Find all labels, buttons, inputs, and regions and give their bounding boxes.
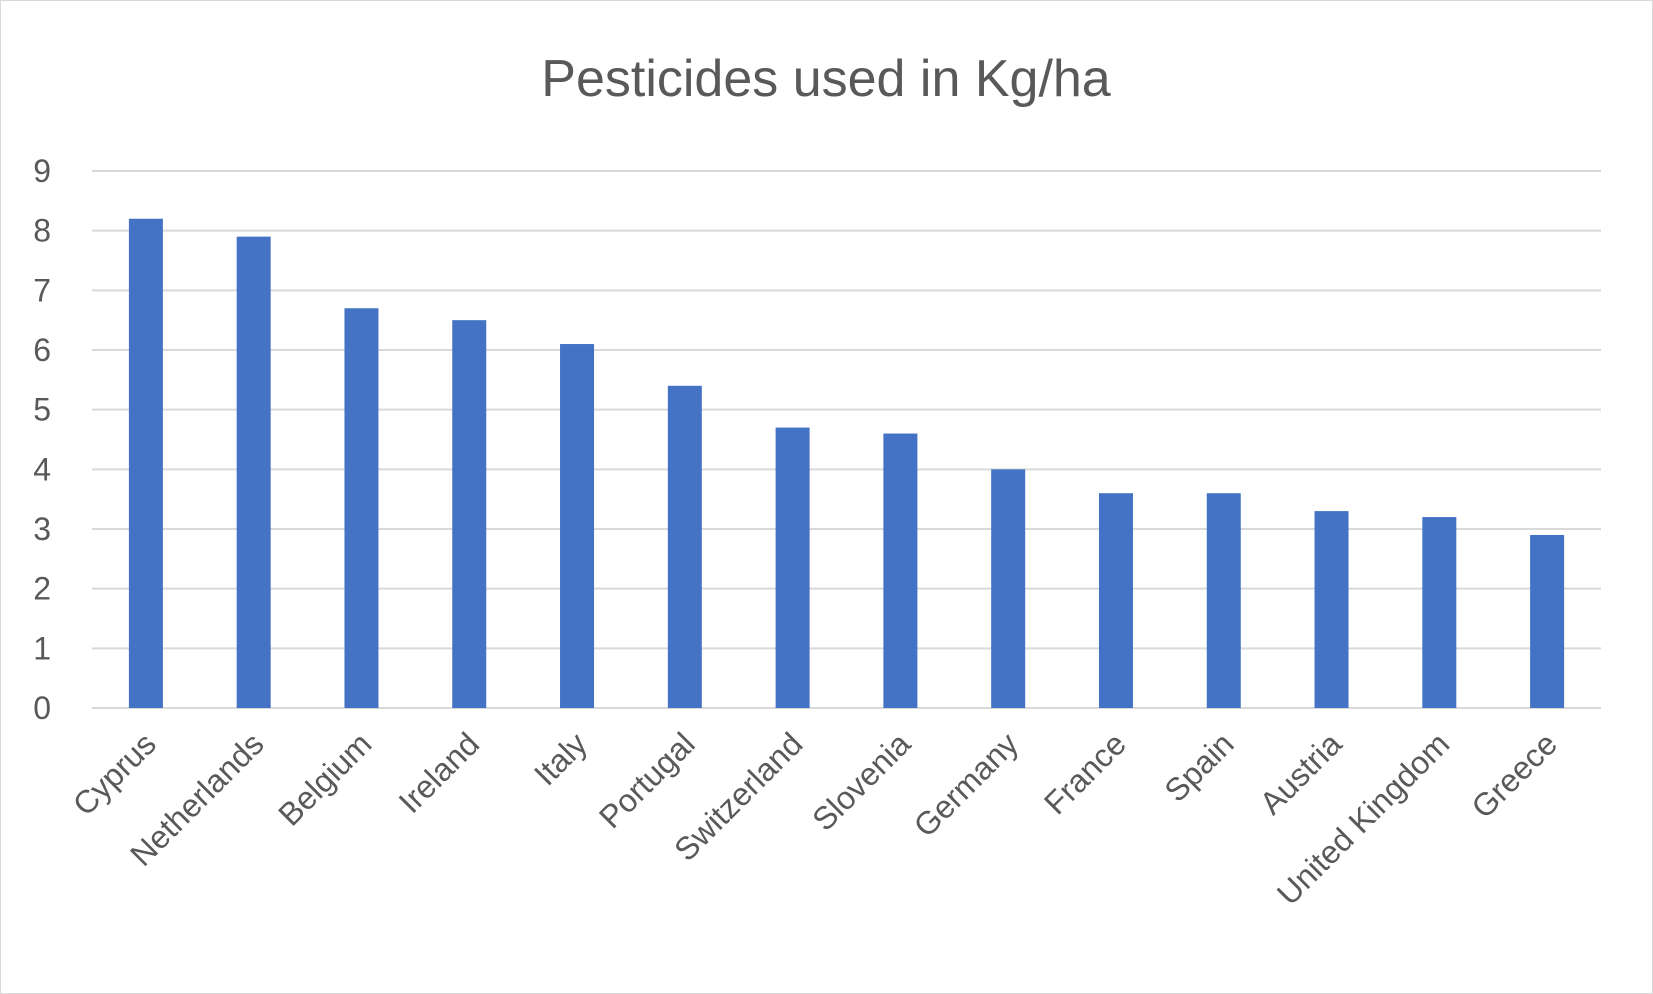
bars [128,218,1565,708]
bar-cyprus [128,218,163,708]
y-tick-label: 8 [33,213,51,249]
bar-austria [1314,511,1349,708]
x-tick-label: Germany [907,725,1026,844]
gridlines [92,170,1601,709]
x-tick-label: Belgium [271,725,378,832]
bar-portugal [667,385,702,708]
x-tick-label: Slovenia [805,725,917,837]
chart-title: Pesticides used in Kg/ha [541,50,1111,108]
x-tick-label: Cyprus [66,725,163,822]
y-tick-label: 5 [33,392,51,428]
x-tick-label: France [1037,725,1133,821]
bar-united-kingdom [1422,517,1457,708]
y-tick-label: 1 [33,630,51,666]
x-tick-label: Portugal [592,725,702,835]
y-tick-label: 7 [33,272,51,308]
y-tick-label: 0 [33,690,51,726]
bar-switzerland [775,427,810,708]
y-tick-label: 6 [33,332,51,368]
bar-belgium [344,308,379,708]
bar-france [1098,493,1133,708]
x-tick-label: Greece [1464,725,1564,825]
bar-germany [991,469,1026,708]
bar-slovenia [883,433,918,708]
bar-netherlands [236,236,271,708]
x-tick-label: Ireland [392,725,487,820]
x-tick-label: Spain [1157,725,1240,808]
y-tick-label: 2 [33,571,51,607]
bar-spain [1206,493,1241,708]
bar-greece [1530,534,1565,708]
bar-italy [560,344,595,708]
y-tick-label: 9 [33,153,51,189]
x-tick-label: Austria [1253,725,1349,821]
bar-ireland [452,320,487,708]
x-tick-label: Italy [527,725,594,792]
y-tick-label: 3 [33,511,51,547]
y-axis-ticks: 0 1 2 3 4 5 6 7 8 9 [33,153,51,726]
y-tick-label: 4 [33,451,51,487]
